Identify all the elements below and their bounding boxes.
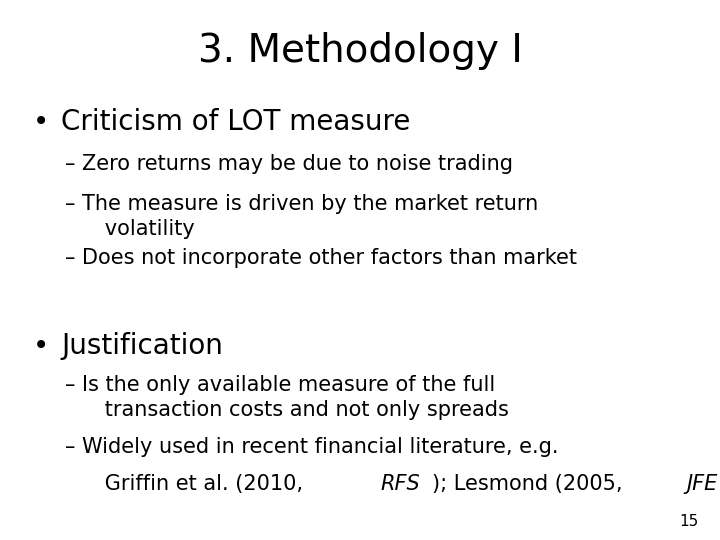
Text: Justification: Justification	[61, 332, 223, 360]
Text: •: •	[32, 332, 49, 360]
Text: •: •	[32, 108, 49, 136]
Text: – Is the only available measure of the full
      transaction costs and not only: – Is the only available measure of the f…	[65, 375, 508, 420]
Text: – The measure is driven by the market return
      volatility: – The measure is driven by the market re…	[65, 194, 538, 239]
Text: 3. Methodology I: 3. Methodology I	[197, 32, 523, 70]
Text: – Zero returns may be due to noise trading: – Zero returns may be due to noise tradi…	[65, 154, 513, 174]
Text: Griffin et al. (2010,: Griffin et al. (2010,	[65, 474, 310, 494]
Text: ); Lesmond (2005,: ); Lesmond (2005,	[432, 474, 629, 494]
Text: RFS: RFS	[380, 474, 420, 494]
Text: JFE: JFE	[686, 474, 717, 494]
Text: 15: 15	[679, 514, 698, 529]
Text: Criticism of LOT measure: Criticism of LOT measure	[61, 108, 410, 136]
Text: – Does not incorporate other factors than market: – Does not incorporate other factors tha…	[65, 248, 577, 268]
Text: – Widely used in recent financial literature, e.g.: – Widely used in recent financial litera…	[65, 437, 558, 457]
